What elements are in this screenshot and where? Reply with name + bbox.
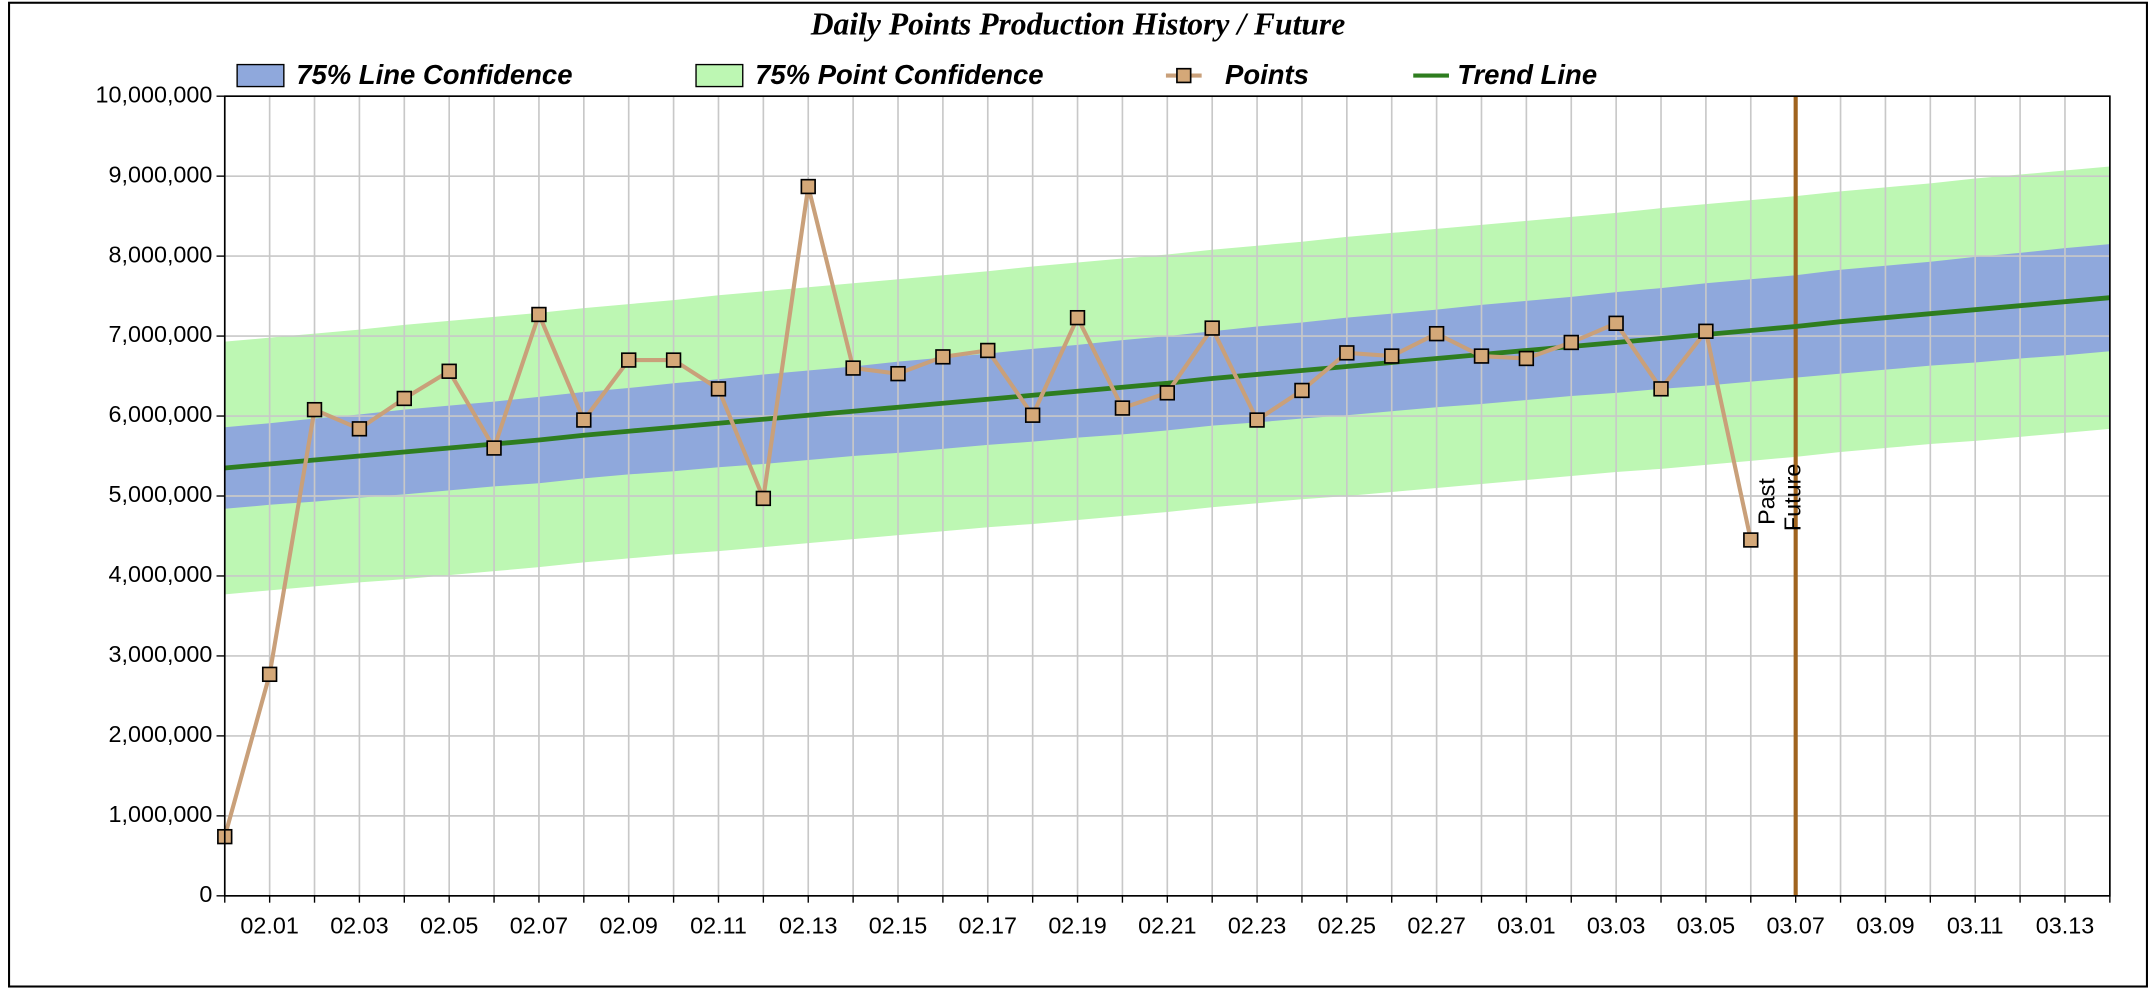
point-marker <box>261 666 278 683</box>
annotation: Past <box>1753 478 1779 525</box>
x-tick-label: 02.11 <box>690 913 747 939</box>
point-marker <box>1069 309 1086 326</box>
point-marker <box>1204 320 1220 336</box>
point-marker <box>1608 315 1624 331</box>
x-tick-label: 03.09 <box>1856 913 1914 939</box>
point-marker <box>396 390 412 407</box>
point-marker <box>576 412 592 428</box>
legend-swatch <box>236 63 285 88</box>
point-marker <box>441 363 457 379</box>
y-tick-label: 7,000,000 <box>109 321 213 347</box>
legend-label: Trend Line <box>1457 59 1597 90</box>
y-tick-label: 4,000,000 <box>109 561 213 587</box>
point-marker <box>710 381 727 397</box>
point-marker <box>486 440 502 456</box>
x-tick-label: 02.01 <box>240 913 298 939</box>
y-tick-label: 2,000,000 <box>109 721 213 747</box>
point-marker <box>935 349 951 365</box>
point-marker <box>1384 348 1400 364</box>
chart-title: Daily Points Production History / Future <box>810 7 1346 42</box>
point-marker <box>1698 323 1714 339</box>
x-tick-label: 02.23 <box>1228 913 1286 939</box>
point-marker <box>306 401 323 418</box>
y-tick-label: 5,000,000 <box>109 481 213 507</box>
plot-border <box>223 95 2111 897</box>
x-tick-label: 03.05 <box>1677 913 1735 939</box>
point-marker <box>351 421 368 437</box>
point-marker <box>1249 412 1265 428</box>
x-tick-label: 03.13 <box>2036 913 2094 939</box>
x-tick-label: 02.09 <box>600 913 658 939</box>
point-marker <box>1563 334 1579 351</box>
point-marker <box>890 365 906 382</box>
point-marker <box>1114 400 1131 416</box>
point-marker <box>531 306 547 323</box>
legend-swatch <box>695 63 744 88</box>
x-tick-label: 02.07 <box>510 913 568 939</box>
x-tick-label: 02.05 <box>420 913 478 939</box>
point-marker <box>1518 350 1535 367</box>
series-line <box>224 295 2111 471</box>
point-marker <box>1653 381 1669 397</box>
point-marker <box>800 178 816 195</box>
x-tick-label: 02.25 <box>1318 913 1376 939</box>
x-tick-label: 02.17 <box>959 913 1017 939</box>
point-marker <box>1294 382 1310 399</box>
legend-swatch <box>1176 67 1192 84</box>
y-tick-label: 1,000,000 <box>109 801 213 827</box>
x-tick-label: 02.21 <box>1138 913 1196 939</box>
x-tick-label: 02.15 <box>869 913 927 939</box>
legend-label: 75% Point Confidence <box>755 59 1043 90</box>
y-tick-label: 0 <box>199 881 212 907</box>
point-marker <box>1743 532 1759 548</box>
x-tick-label: 03.01 <box>1497 913 1555 939</box>
x-tick-label: 03.11 <box>1947 913 2004 939</box>
point-marker <box>1339 345 1355 361</box>
x-tick-label: 02.27 <box>1407 913 1465 939</box>
y-tick-label: 6,000,000 <box>109 401 213 427</box>
y-tick-label: 3,000,000 <box>109 641 213 667</box>
point-marker <box>980 342 996 359</box>
point-marker <box>1024 407 1041 423</box>
x-tick-label: 03.07 <box>1766 913 1824 939</box>
y-tick-label: 9,000,000 <box>109 161 213 187</box>
point-marker <box>845 360 861 376</box>
x-tick-label: 02.13 <box>779 913 837 939</box>
point-marker <box>755 490 772 507</box>
legend-label: Points <box>1225 59 1309 90</box>
legend-label: 75% Line Confidence <box>296 59 572 90</box>
y-tick-label: 8,000,000 <box>109 241 213 267</box>
point-marker <box>1473 348 1490 364</box>
y-tick-label: 10,000,000 <box>96 81 213 107</box>
annotation: Future <box>1779 464 1805 531</box>
point-marker <box>1428 325 1445 342</box>
x-tick-label: 03.03 <box>1587 913 1645 939</box>
x-tick-label: 02.03 <box>330 913 388 939</box>
x-tick-label: 02.19 <box>1048 913 1106 939</box>
point-marker <box>1159 385 1176 401</box>
point-marker <box>621 352 637 368</box>
point-marker <box>665 352 682 368</box>
